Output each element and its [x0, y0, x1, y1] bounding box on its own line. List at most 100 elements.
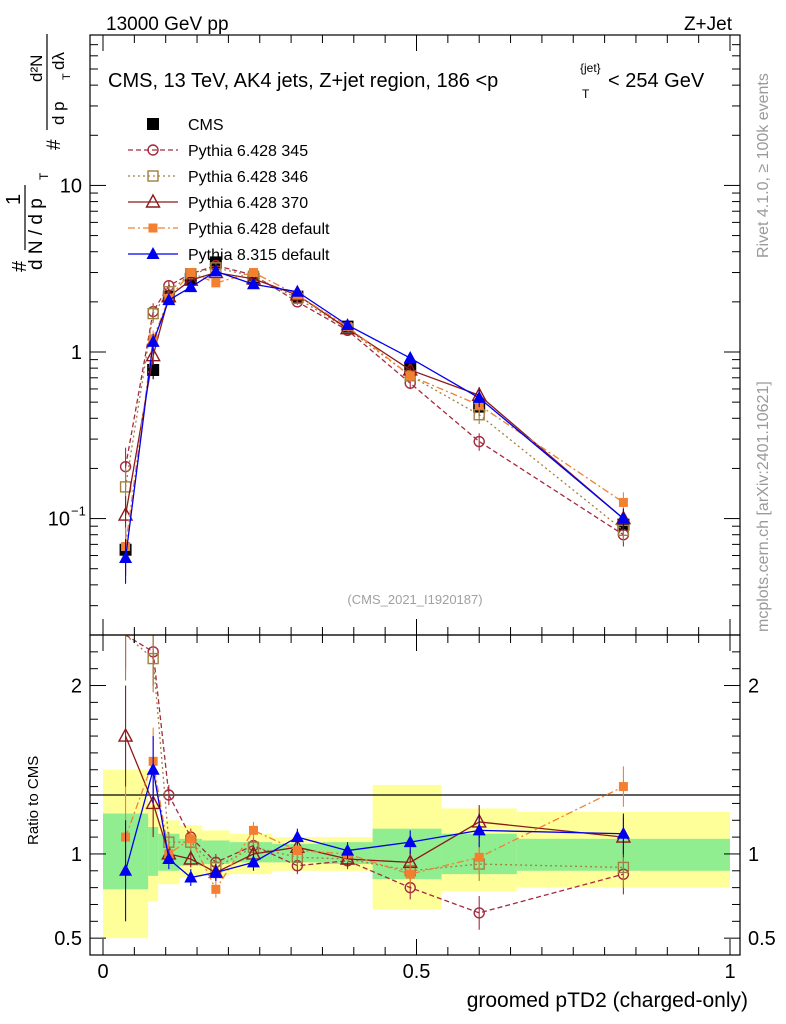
ylabel-dN: d N / d p [26, 198, 47, 270]
y-tick-label: 1 [71, 342, 82, 364]
data-point [146, 334, 160, 347]
ratio-point [618, 782, 628, 792]
ratio-point [248, 825, 258, 835]
chart-title-main: CMS, 13 TeV, AK4 jets, Z+jet region, 186… [108, 70, 498, 92]
data-point [209, 264, 223, 277]
data-point [211, 278, 221, 288]
ratio-point [616, 826, 630, 839]
ratio-point [474, 852, 484, 862]
ratio-point [117, 727, 134, 742]
ratio-point [403, 835, 417, 848]
ratio-point [162, 852, 176, 864]
ratio-plot: 0.5 0.5 1 1 2 2 Ratio to CMS [25, 634, 776, 956]
ratio-point [290, 830, 304, 843]
ratio-point [163, 789, 175, 801]
data-point [618, 497, 628, 507]
x-tick-label: 0 [97, 961, 108, 983]
ratio-ticks: 0.5 0.5 1 1 2 2 [54, 651, 776, 950]
ratio-series-line [124, 758, 624, 891]
ratio-point [246, 855, 260, 868]
ylabel-T: T [37, 172, 51, 180]
ylabel-dpt: d p [49, 101, 68, 125]
ratio-tick-label-right: 1 [748, 844, 759, 866]
x-axis: 0 0.5 1 [97, 35, 736, 983]
x-tick-label: 0.5 [403, 961, 431, 983]
data-point [341, 318, 355, 331]
main-y-axis-label: # 1 d N / d p T # d²N d p T dλ [3, 34, 73, 272]
legend-marker [147, 170, 159, 182]
header-left: 13000 GeV pp [106, 14, 229, 35]
ylabel-one: 1 [3, 194, 25, 205]
mcplots-label: mcplots.cern.ch [arXiv:2401.10621] [755, 381, 772, 632]
data-point [403, 351, 417, 364]
series-line [124, 271, 624, 547]
data-point [473, 435, 485, 448]
ratio-tick-label: 0.5 [54, 928, 82, 950]
legend-marker [148, 223, 158, 233]
y-tick-label: 10 [48, 509, 70, 531]
data-point [248, 268, 258, 278]
legend-label: Pythia 6.428 346 [188, 169, 308, 186]
analysis-tag: (CMS_2021_I1920187) [347, 592, 482, 607]
legend-label: Pythia 6.428 345 [188, 143, 308, 160]
ratio-point [292, 846, 302, 856]
data-point [145, 347, 161, 362]
legend-marker [145, 193, 161, 208]
ratio-band-green [202, 840, 230, 865]
legend-marker [147, 118, 159, 130]
data-point [472, 390, 486, 403]
data-point [147, 307, 159, 320]
data-point [290, 284, 304, 297]
ratio-tick-label: 1 [71, 844, 82, 866]
data-point [162, 293, 176, 306]
ratio-tick-label-right: 0.5 [748, 928, 776, 950]
x-axis-label: groomed pTD2 (charged-only) [467, 989, 748, 1012]
ylabel-T2: T [61, 73, 73, 80]
ratio-point [617, 861, 630, 874]
legend: CMS Pythia 6.428 345 Pythia 6.428 346 Pythi… [128, 117, 330, 264]
y-tick-label-exponent: −1 [71, 504, 86, 519]
data-point [119, 550, 133, 563]
series-line [124, 271, 624, 520]
series-line [124, 270, 624, 559]
series-line [124, 267, 624, 531]
legend-marker [146, 247, 160, 259]
ratio-point [209, 865, 223, 878]
data-point [117, 506, 134, 521]
header-right: Z+Jet [684, 14, 733, 35]
data-point [405, 371, 415, 381]
ratio-point [119, 863, 133, 876]
ratio-y-axis-label: Ratio to CMS [25, 756, 42, 845]
legend-marker [147, 144, 159, 156]
chart-title-sup: {jet} [580, 61, 601, 75]
ratio-point [146, 762, 160, 775]
ratio-tick-label-right: 2 [748, 676, 759, 698]
ratio-point [183, 850, 199, 865]
ratio-series [117, 634, 632, 930]
ratio-point [145, 794, 161, 810]
ratio-band-green [148, 827, 159, 876]
side-labels: Rivet 4.1.0, ≥ 100k events mcplots.cern.… [755, 73, 772, 632]
ylabel-dlam: dλ [49, 52, 68, 70]
data-point [186, 268, 196, 278]
data-point [184, 280, 198, 293]
legend-label: Pythia 6.428 default [188, 221, 330, 238]
ratio-point [341, 843, 355, 856]
ratio-point [405, 869, 415, 879]
ratio-point [147, 652, 159, 665]
ratio-point [186, 834, 196, 844]
ylabel-hash2: # [44, 139, 65, 150]
ratio-point [184, 870, 198, 883]
chart-title-sub: T [582, 87, 590, 101]
ratio-point [473, 907, 485, 919]
data-point [246, 277, 260, 290]
chart-title: CMS, 13 TeV, AK4 jets, Z+jet region, 186… [108, 61, 705, 101]
legend-label: CMS [188, 117, 224, 134]
legend-label: Pythia 6.428 370 [188, 195, 308, 212]
ratio-point [472, 823, 486, 836]
main-series [117, 256, 632, 584]
y-tick-label: 10 [60, 175, 82, 197]
